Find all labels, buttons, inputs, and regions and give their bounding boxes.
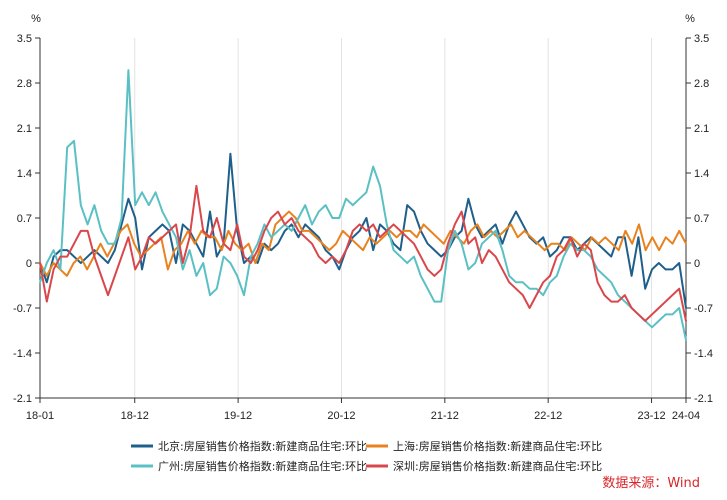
y-tick-label-right: 0.7 [694, 213, 709, 225]
source-note: 数据来源：Wind [602, 476, 700, 491]
x-tick-label: 18-01 [26, 410, 54, 422]
legend-label-0: 北京:房屋销售价格指数:新建商品住宅:环比 [158, 439, 367, 453]
x-tick-label: 22-12 [534, 410, 562, 422]
y-tick-label-right: -0.7 [694, 303, 713, 315]
y-unit-right: % [685, 13, 695, 25]
y-tick-label-left: -0.7 [13, 303, 32, 315]
y-tick-label-left: 3.5 [17, 33, 32, 45]
grid [134, 38, 653, 398]
series-line-2 [39, 69, 687, 342]
x-tick-label: 23-12 [637, 410, 665, 422]
y-tick-label-right: -1.4 [694, 348, 713, 360]
axes [39, 38, 687, 399]
x-tick-label: 18-12 [121, 410, 149, 422]
series-line-1 [39, 210, 687, 277]
series-lines [39, 69, 687, 342]
legend-label-2: 广州:房屋销售价格指数:新建商品住宅:环比 [158, 459, 367, 473]
y-tick-label-left: -1.4 [13, 348, 32, 360]
y-tick-label-left: 2.8 [17, 78, 32, 90]
y-tick-label-left: 0.7 [17, 213, 32, 225]
legend: 北京:房屋销售价格指数:新建商品住宅:环比 上海:房屋销售价格指数:新建商品住宅:… [131, 439, 602, 473]
y-axis-left-ticks: 3.5 2.8 2.1 1.4 0.7 0 -0.7 -1.4 -2.1 [13, 33, 40, 405]
x-tick-label: 20-12 [327, 410, 355, 422]
legend-label-3: 深圳:房屋销售价格指数:新建商品住宅:环比 [393, 459, 602, 473]
y-tick-label-right: 0 [694, 258, 700, 270]
x-tick-label: 21-12 [431, 410, 459, 422]
y-axis-right-ticks: 3.5 2.8 2.1 1.4 0.7 0 -0.7 -1.4 -2.1 [686, 33, 713, 405]
x-axis-ticks: 18-01 18-12 19-12 20-12 21-12 22-12 23-12 24-04 [26, 398, 700, 422]
series-line-3 [39, 184, 687, 322]
y-unit-left: % [31, 13, 41, 25]
series-line-0 [39, 152, 687, 309]
x-tick-label: 19-12 [224, 410, 252, 422]
y-tick-label-right: 2.8 [694, 78, 709, 90]
y-tick-label-right: 2.1 [694, 123, 709, 135]
y-tick-label-right: 3.5 [694, 33, 709, 45]
y-tick-label-left: 2.1 [17, 123, 32, 135]
x-tick-label: 24-04 [672, 410, 700, 422]
y-tick-label-left: -2.1 [13, 393, 32, 405]
y-tick-label-right: -2.1 [694, 393, 713, 405]
y-tick-label-left: 1.4 [17, 168, 32, 180]
y-tick-label-left: 0 [26, 258, 32, 270]
legend-label-1: 上海:房屋销售价格指数:新建商品住宅:环比 [393, 439, 602, 453]
y-tick-label-right: 1.4 [694, 168, 709, 180]
